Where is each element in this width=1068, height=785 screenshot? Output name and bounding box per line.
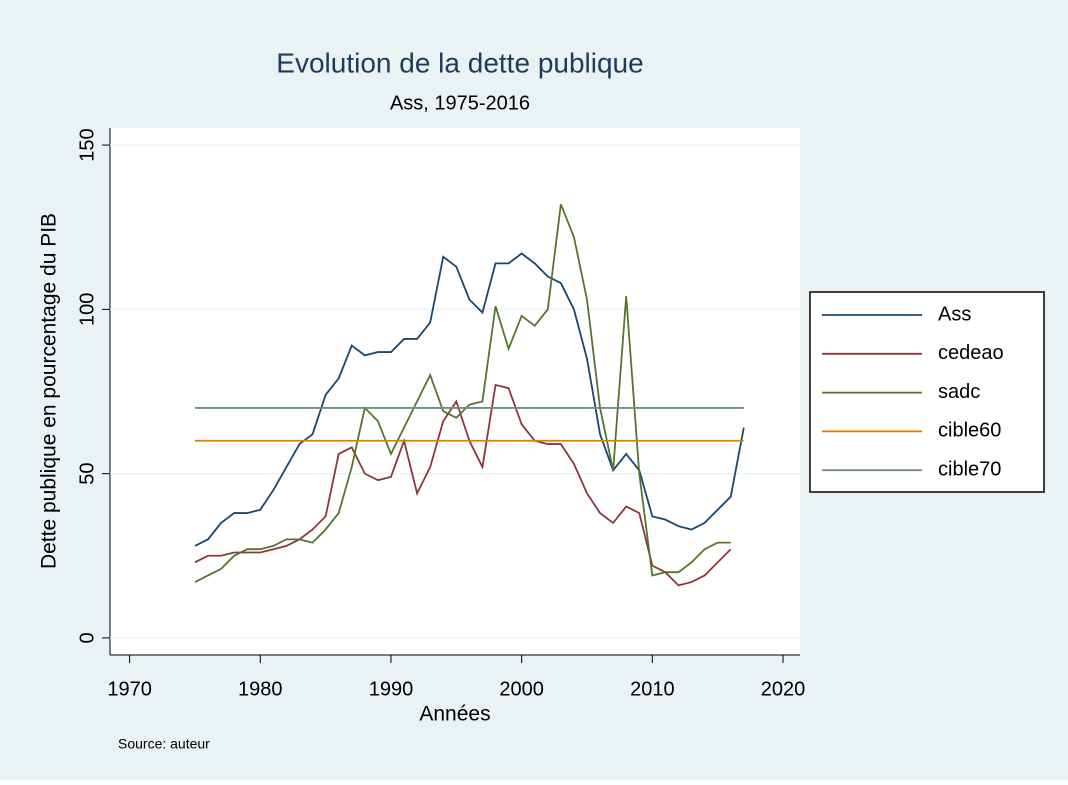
- y-tick-label: 0: [76, 632, 98, 643]
- x-tick-label: 2000: [499, 678, 544, 700]
- x-axis-label: Années: [419, 703, 490, 726]
- y-tick-label: 150: [76, 128, 98, 161]
- legend-label: Ass: [938, 303, 971, 325]
- x-tick-label: 1970: [107, 678, 152, 700]
- source-note: Source: auteur: [118, 736, 210, 752]
- series-line: [194, 383, 732, 587]
- legend-label: cible60: [938, 420, 1001, 442]
- x-tick-label: 1980: [238, 678, 283, 700]
- y-tick-label: 100: [76, 293, 98, 326]
- series-line: [194, 203, 731, 583]
- legend-label: cible70: [938, 458, 1001, 480]
- x-tick-label: 2010: [630, 678, 675, 700]
- legend-label: cedeao: [938, 342, 1004, 364]
- plot-area: [110, 128, 800, 655]
- y-axis-label: Dette publique en pourcentage du PIB: [38, 213, 61, 569]
- chart-title: Evolution de la dette publique: [276, 47, 643, 78]
- x-tick-label: 2020: [761, 678, 806, 700]
- y-tick-label: 50: [76, 463, 98, 485]
- chart-subtitle: Ass, 1975-2016: [390, 92, 530, 114]
- legend-label: sadc: [938, 381, 980, 403]
- series-line: [194, 252, 745, 547]
- x-tick-label: 1990: [369, 678, 414, 700]
